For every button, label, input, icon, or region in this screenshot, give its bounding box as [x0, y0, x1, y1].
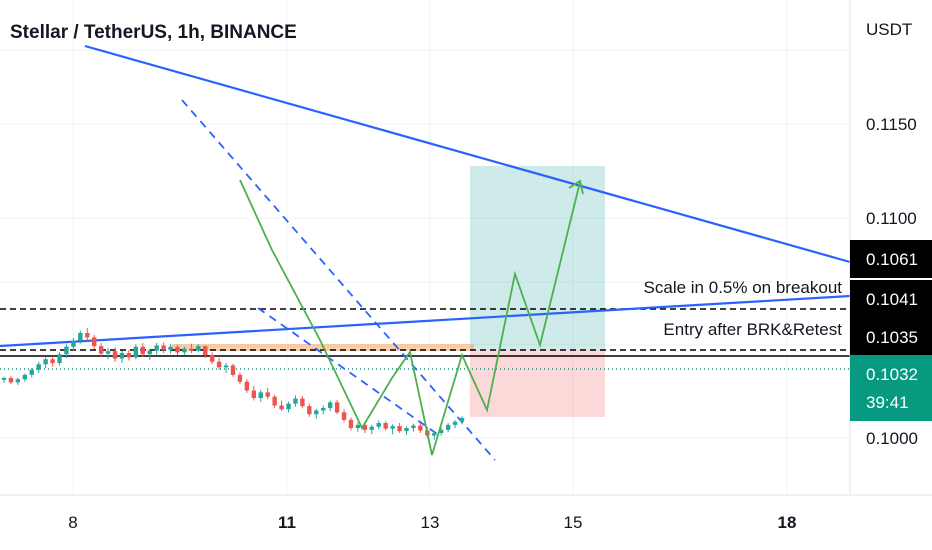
- bar-countdown-label: 39:41: [866, 393, 909, 412]
- x-tick-label: 8: [68, 513, 77, 532]
- price-axis-unit: USDT: [866, 20, 913, 39]
- candle-body: [216, 361, 222, 368]
- price-badge: [850, 318, 932, 356]
- candle-body: [182, 348, 187, 353]
- target-zone: [470, 166, 605, 350]
- candle-body: [133, 346, 139, 358]
- candle-body: [209, 355, 215, 362]
- candle-body: [147, 350, 152, 355]
- price-badge-label: 0.1041: [866, 290, 918, 309]
- candle-body: [196, 346, 201, 351]
- stop-zone: [470, 350, 605, 417]
- annotation-scale-in: Scale in 0.5% on breakout: [644, 278, 843, 297]
- candle-body: [418, 425, 423, 431]
- candle-body: [126, 353, 132, 358]
- candle-body: [71, 340, 76, 347]
- candle-body: [251, 390, 257, 398]
- candle-body: [334, 402, 340, 413]
- candle-body: [154, 345, 159, 351]
- x-tick-label: 15: [564, 513, 583, 532]
- channel-line-upper: [181, 99, 496, 461]
- candle-body: [397, 426, 402, 432]
- y-tick-label: 0.1000: [866, 429, 918, 448]
- price-badge-label: 0.1035: [866, 328, 918, 347]
- channel-line-lower: [257, 307, 441, 437]
- candle-body: [411, 425, 416, 428]
- candle-body: [105, 351, 111, 354]
- candle-body: [286, 403, 291, 410]
- x-tick-label: 13: [421, 513, 440, 532]
- candle-body: [29, 369, 34, 375]
- annotation-entry: Entry after BRK&Retest: [663, 320, 842, 339]
- candle-body: [15, 379, 21, 383]
- candle-body: [22, 374, 28, 380]
- candle-body: [362, 424, 368, 430]
- candle-body: [168, 346, 173, 350]
- candle-body: [85, 333, 90, 338]
- candle-body: [272, 396, 277, 406]
- candle-body: [244, 381, 250, 391]
- candle-body: [300, 398, 305, 407]
- candle-body: [98, 346, 104, 354]
- candle-body: [175, 346, 180, 353]
- candle-body: [8, 378, 14, 383]
- projection-path: [239, 179, 581, 456]
- candle-body: [57, 354, 62, 363]
- candle-body: [348, 419, 354, 428]
- candle-body: [355, 424, 361, 428]
- ascending-trendline: [0, 294, 851, 348]
- candle-body: [230, 365, 236, 375]
- candle-body: [404, 428, 409, 432]
- candle-body: [43, 359, 48, 365]
- candle-body: [36, 364, 41, 370]
- candle-body: [445, 424, 451, 430]
- chart-title: Stellar / TetherUS, 1h, BINANCE: [10, 22, 297, 43]
- descending-trendline: [84, 44, 851, 264]
- candle-body: [1, 378, 7, 380]
- candle-body: [293, 398, 298, 404]
- candle-body: [459, 418, 465, 422]
- candle-body: [189, 348, 194, 351]
- candle-body: [92, 337, 97, 347]
- price-badge: [850, 240, 932, 278]
- candle-body: [161, 345, 166, 350]
- candle-body: [64, 346, 69, 355]
- candle-body: [383, 423, 388, 429]
- candle-body: [203, 346, 208, 356]
- projection-arrowhead: [568, 179, 584, 195]
- candle-body: [341, 412, 347, 420]
- candle-body: [314, 410, 319, 415]
- candle-body: [78, 333, 83, 341]
- candle-body: [432, 433, 437, 436]
- y-tick-label: 0.1100: [866, 209, 917, 228]
- y-tick-label: 0.1150: [866, 115, 917, 134]
- candle-body: [279, 405, 284, 410]
- candle-body: [112, 351, 118, 359]
- price-badge: [850, 280, 932, 318]
- candle-body: [258, 392, 263, 398]
- candle-body: [307, 406, 312, 415]
- candle-body: [390, 426, 395, 429]
- candle-body: [321, 408, 326, 411]
- current-price-label: 0.1032: [866, 365, 918, 384]
- candle-body: [369, 426, 374, 430]
- candle-body: [119, 353, 125, 359]
- candle-body: [327, 402, 333, 408]
- current-price-badge: [850, 355, 932, 421]
- x-tick-label: 18: [778, 513, 797, 532]
- candle-body: [50, 359, 55, 363]
- candle-body: [376, 423, 381, 427]
- candle-body: [438, 429, 444, 433]
- candle-body: [452, 421, 458, 425]
- candle-body: [223, 365, 229, 368]
- candle-body: [237, 374, 243, 382]
- candle-body: [140, 346, 145, 355]
- price-badge-label: 0.1061: [866, 250, 918, 269]
- candle-body: [265, 392, 270, 397]
- x-tick-label: 11: [278, 513, 296, 532]
